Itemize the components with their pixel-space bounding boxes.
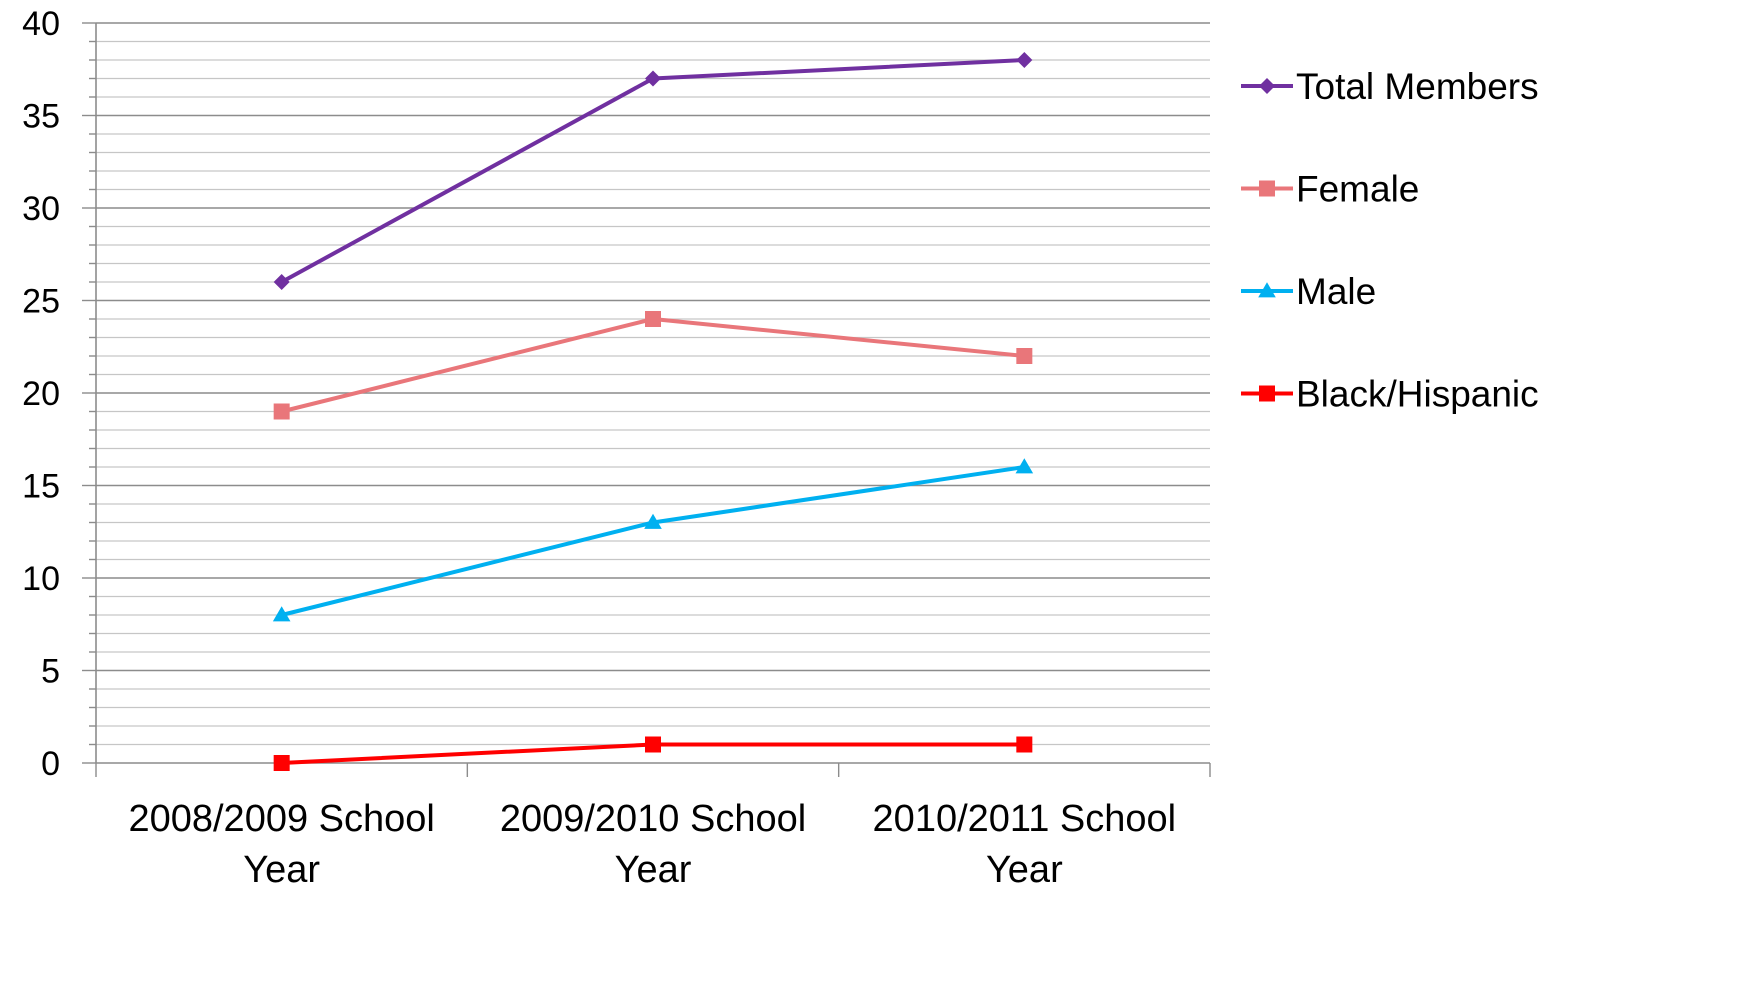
y-tick-label: 25 bbox=[22, 283, 60, 321]
y-tick-label: 10 bbox=[22, 560, 60, 598]
legend-item-female: Female bbox=[1241, 169, 1419, 210]
y-tick-label: 15 bbox=[22, 468, 60, 506]
legend-label: Black/Hispanic bbox=[1296, 374, 1539, 415]
y-tick-label: 30 bbox=[22, 190, 60, 228]
data-point-male bbox=[272, 606, 291, 622]
legend-item-total-members: Total Members bbox=[1241, 66, 1539, 107]
y-axis-tick-labels: 0 5 10 15 20 25 30 35 40 bbox=[22, 5, 60, 783]
legend-label: Male bbox=[1296, 271, 1376, 312]
y-tick-label: 0 bbox=[41, 745, 60, 783]
legend-item-male: Male bbox=[1241, 271, 1376, 312]
y-tick-label: 5 bbox=[41, 653, 60, 691]
series-female bbox=[273, 311, 1033, 420]
data-point-black-hispanic bbox=[273, 755, 290, 771]
legend-swatch-marker bbox=[1259, 180, 1275, 197]
x-tick-label: 2010/2011 School Year bbox=[873, 798, 1177, 891]
data-point-black-hispanic bbox=[1016, 736, 1033, 753]
data-point-female bbox=[1016, 348, 1033, 364]
x-tick-label: 2008/2009 School Year bbox=[128, 798, 434, 891]
legend-label: Female bbox=[1296, 169, 1419, 210]
axes bbox=[82, 22, 1211, 777]
x-tick-label: 2009/2010 School Year bbox=[500, 798, 806, 891]
data-point-total-members bbox=[273, 274, 290, 290]
legend-swatch-marker bbox=[1258, 282, 1276, 298]
legend-label: Total Members bbox=[1296, 66, 1539, 107]
series-male bbox=[272, 458, 1034, 622]
series-black-hispanic bbox=[273, 736, 1033, 771]
legend-swatch-marker bbox=[1259, 78, 1275, 94]
data-point-male bbox=[644, 513, 662, 529]
data-point-total-members bbox=[645, 70, 661, 87]
data-point-female bbox=[273, 403, 290, 420]
data-point-male bbox=[1015, 458, 1034, 474]
legend: Total Members Female Male Black/Hispanic bbox=[1241, 66, 1539, 415]
series-total-members bbox=[273, 52, 1033, 290]
legend-item-black-hispanic: Black/Hispanic bbox=[1241, 374, 1539, 415]
data-point-total-members bbox=[1016, 52, 1033, 68]
y-tick-label: 40 bbox=[22, 5, 60, 43]
series-group bbox=[272, 52, 1034, 771]
x-axis-tick-labels: 2008/2009 School Year 2009/2010 School Year… bbox=[128, 798, 1176, 891]
gridlines bbox=[96, 22, 1210, 746]
series-line-female bbox=[281, 317, 1025, 414]
y-tick-label: 20 bbox=[22, 375, 60, 413]
data-point-female bbox=[645, 311, 661, 327]
y-tick-label: 35 bbox=[22, 98, 60, 136]
data-point-black-hispanic bbox=[645, 736, 661, 753]
legend-swatch-marker bbox=[1259, 385, 1275, 402]
